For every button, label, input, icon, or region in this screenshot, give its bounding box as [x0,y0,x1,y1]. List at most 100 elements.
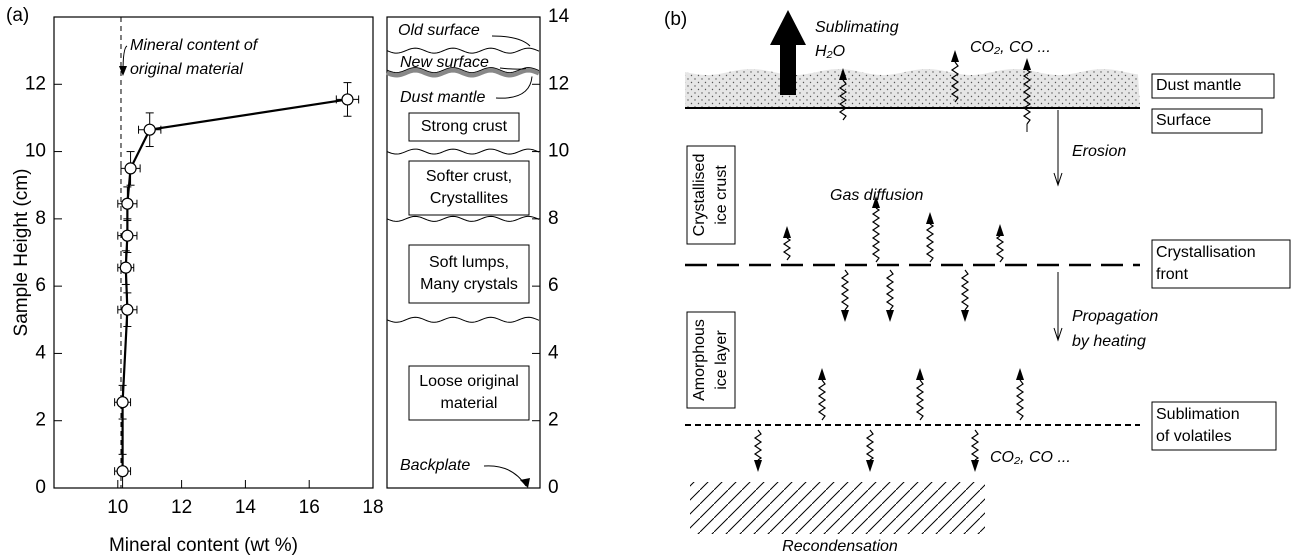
wavy-arrow [995,235,1005,263]
box-label: ice crust [713,165,730,225]
arrow-head [886,310,894,322]
arrow-head [971,460,979,472]
arrow-head [1023,58,1031,70]
label-box [1151,401,1277,451]
data-point [116,396,129,409]
diagram-label: Erosion [1072,143,1126,160]
annotation: original material [130,61,243,78]
diagram-label: H₂O [815,43,845,60]
rotated-box: Crystallised ice crust [686,145,736,245]
arrow-head [841,310,849,322]
box-label: Sublimation [1156,406,1240,423]
arrow-head [118,66,127,76]
wavy-arrow [915,379,925,421]
zone-box [408,244,530,304]
layers-frame [386,16,541,489]
wavy-arrow [840,269,850,311]
arrow-head [961,310,969,322]
layer-boundary [386,215,540,222]
diagram-label: Sublimating [815,19,899,36]
zone-label: material [441,395,498,412]
arrow-head [916,368,924,380]
layer-boundary [386,316,540,323]
data-point [143,123,156,136]
label-box [686,145,736,245]
diagram-label: CO₂, CO ... [990,449,1071,466]
annotation-arrow [491,35,531,47]
y2-tick-label: 0 [548,477,559,498]
arrow-head [818,368,826,380]
y2-tick-label: 6 [548,275,559,296]
zone-label: Crystallites [430,190,508,207]
panel-label: (a) [6,5,29,26]
data-point [124,162,137,175]
x-axis-label: Mineral content (wt %) [109,535,298,556]
data-point [116,465,129,478]
y2-tick-label: 4 [548,342,559,363]
annotation-arrow [495,76,533,99]
label-box [1151,108,1263,134]
data-point [341,93,354,106]
y-tick-label: 0 [35,477,46,498]
zone-label: Loose original [419,373,519,390]
data-point [121,303,134,316]
x-tick-label: 12 [171,497,192,518]
dust-mantle-layer [685,69,1140,108]
layer-annotation: Dust mantle [400,89,485,106]
annotation: Mineral content of [130,37,259,54]
x-tick-label: 14 [235,497,257,518]
arrow-head [783,226,791,238]
hatched-region [690,482,985,534]
big-arrow [770,10,806,95]
annotation-arrow [483,465,527,487]
arrow-head [520,478,530,488]
annotation-arrow [499,67,527,70]
diagram-label: Gas diffusion [830,187,923,204]
layer-boundary [386,148,540,155]
zone-box [408,112,520,142]
label-box [1151,239,1291,289]
y-tick-label: 2 [35,410,46,431]
arrow-head [951,50,959,62]
box-label: Crystallisation [1156,244,1256,261]
layer-annotation: Backplate [400,457,470,474]
wavy-arrow [1015,379,1025,421]
wavy-arrow [865,429,875,461]
diagram-label: CO₂, CO ... [970,39,1051,56]
data-line [121,98,348,472]
diagram-label: Recondensation [782,538,898,555]
arrow-head [1016,368,1024,380]
zone-label: Strong crust [421,118,508,135]
arrow-head [754,460,762,472]
x-tick-label: 16 [299,497,320,518]
new-surface-band [386,67,540,78]
arrow-head [866,460,874,472]
wavy-arrow [871,207,881,263]
diagram-label: Propagation [1072,308,1158,325]
layer-annotation: New surface [400,54,489,71]
label-box [1151,73,1275,99]
wavy-arrow [838,79,848,121]
data-point [121,197,134,210]
wavy-arrow [782,237,792,261]
y-tick-label: 6 [35,275,46,296]
zone-box [408,365,530,421]
box-label: of volatiles [1156,428,1232,445]
wavy-arrow [925,223,935,263]
box-label: Crystallised [691,154,708,237]
y-axis-label: Sample Height (cm) [11,169,32,337]
box-label: Dust mantle [1156,77,1241,94]
arrow-head [1053,327,1063,342]
zone-box [408,160,530,216]
arrow-head [1053,172,1063,187]
new-surface-line [386,67,540,73]
x-tick-label: 10 [107,497,128,518]
wavy-arrow [1022,69,1032,125]
rotated-box: Amorphous ice layer [686,311,736,409]
arrow-head [872,196,880,208]
y-tick-label: 12 [25,73,46,94]
box-label: Amorphous [691,319,708,401]
data-point [119,261,132,274]
zone-label: Softer crust, [426,168,512,185]
